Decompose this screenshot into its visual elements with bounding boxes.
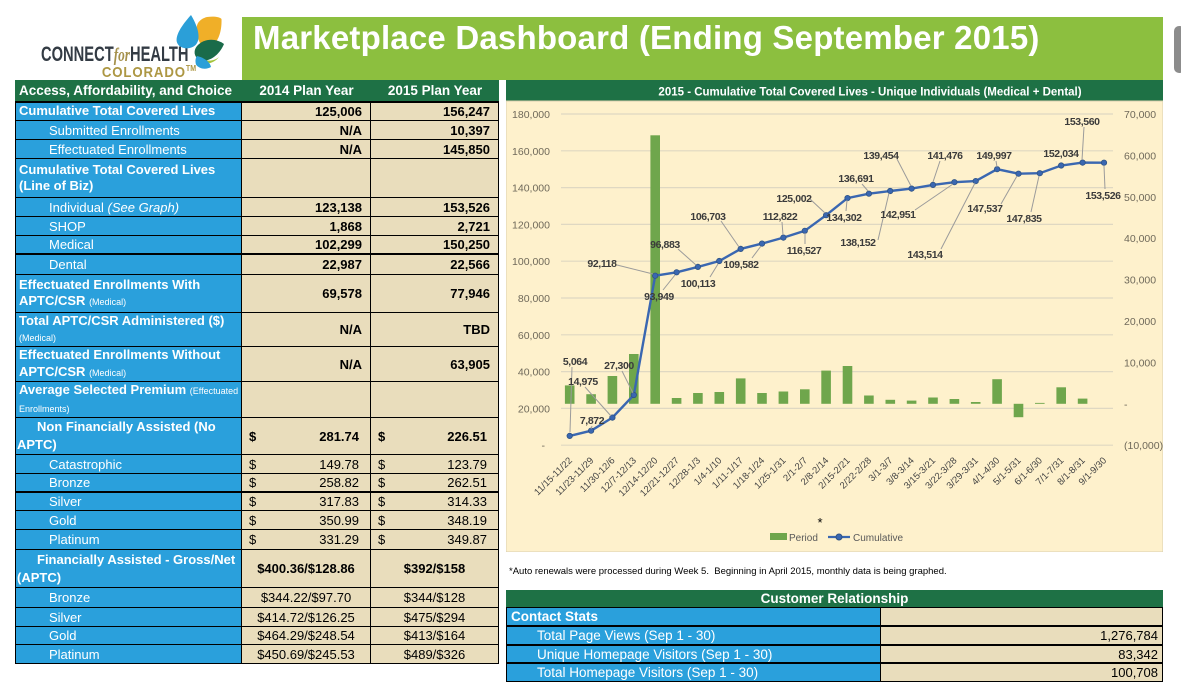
svg-text:60,000: 60,000 (518, 330, 550, 342)
svg-text:147,537: 147,537 (967, 203, 1003, 215)
svg-text:141,476: 141,476 (927, 150, 963, 162)
svg-text:142,951: 142,951 (880, 209, 916, 221)
svg-text:153,526: 153,526 (1085, 190, 1121, 202)
svg-text:100,000: 100,000 (512, 256, 550, 268)
svg-text:120,000: 120,000 (512, 219, 550, 231)
svg-text:40,000: 40,000 (1124, 233, 1156, 245)
svg-text:139,454: 139,454 (863, 150, 899, 162)
svg-text:180,000: 180,000 (512, 109, 550, 121)
svg-text:109,582: 109,582 (723, 259, 759, 271)
svg-text:60,000: 60,000 (1124, 150, 1156, 162)
svg-text:149,997: 149,997 (976, 150, 1012, 162)
svg-text:153,560: 153,560 (1064, 116, 1100, 128)
svg-text:80,000: 80,000 (518, 293, 550, 305)
svg-text:Cumulative: Cumulative (853, 533, 903, 544)
svg-text:-: - (1124, 399, 1128, 411)
svg-text:96,883: 96,883 (650, 239, 680, 251)
svg-text:*: * (817, 515, 822, 530)
svg-text:152,034: 152,034 (1043, 148, 1079, 160)
svg-text:143,514: 143,514 (907, 249, 943, 261)
svg-text:112,822: 112,822 (763, 211, 798, 223)
svg-text:140,000: 140,000 (512, 183, 550, 195)
svg-text:147,835: 147,835 (1006, 213, 1042, 225)
svg-text:116,527: 116,527 (787, 245, 822, 257)
svg-text:2015 - Cumulative Total Covere: 2015 - Cumulative Total Covered Lives - … (658, 87, 1081, 99)
svg-text:5,064: 5,064 (563, 356, 588, 368)
svg-text:50,000: 50,000 (1124, 192, 1156, 204)
svg-text:100,113: 100,113 (681, 278, 716, 290)
svg-text:(10,000): (10,000) (1124, 440, 1163, 452)
svg-text:20,000: 20,000 (1124, 316, 1156, 328)
svg-text:138,152: 138,152 (840, 237, 876, 249)
svg-text:10,000: 10,000 (1124, 357, 1156, 369)
svg-text:70,000: 70,000 (1124, 109, 1156, 121)
svg-text:-: - (542, 440, 546, 452)
svg-text:20,000: 20,000 (518, 403, 550, 415)
svg-text:93,949: 93,949 (644, 291, 674, 303)
svg-text:134,302: 134,302 (826, 212, 862, 224)
svg-text:27,300: 27,300 (604, 360, 634, 372)
svg-text:125,002: 125,002 (776, 193, 812, 205)
svg-text:14,975: 14,975 (568, 376, 598, 388)
svg-text:92,118: 92,118 (587, 258, 617, 270)
svg-text:160,000: 160,000 (512, 146, 550, 158)
svg-text:Period: Period (789, 533, 818, 544)
svg-text:40,000: 40,000 (518, 367, 550, 379)
svg-text:30,000: 30,000 (1124, 275, 1156, 287)
svg-text:7,872: 7,872 (580, 415, 605, 427)
svg-text:106,703: 106,703 (690, 211, 726, 223)
svg-text:136,691: 136,691 (838, 173, 874, 185)
